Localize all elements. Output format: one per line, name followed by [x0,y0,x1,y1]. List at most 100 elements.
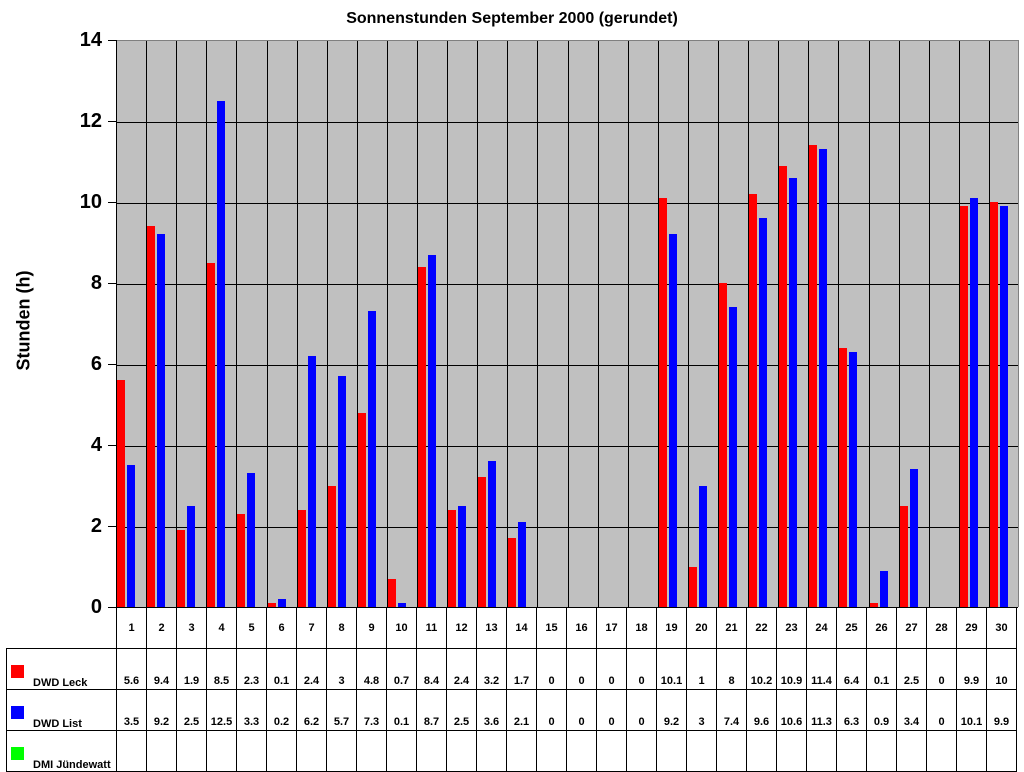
bar-dwd-leck [989,202,998,607]
table-cell: 0.9 [866,689,897,731]
bar-dwd-list [367,311,376,607]
table-header-day: 24 [806,607,837,649]
table-header-day: 26 [866,607,897,649]
table-cell: 0 [536,689,567,731]
y-tick-mark [108,283,116,284]
table-cell: 2.5 [176,689,207,731]
y-tick-mark [108,121,116,122]
gridline-vertical [176,41,178,607]
y-tick-label: 8 [90,272,102,294]
table-cell [476,730,507,772]
y-axis-line [116,40,117,607]
bar-dwd-leck [147,226,156,607]
table-cell: 0 [566,648,597,690]
bar-dwd-leck [959,206,968,607]
gridline-vertical [236,41,238,607]
bar-dwd-list [307,355,316,607]
table-cell: 0 [926,689,957,731]
bar-dwd-list [668,234,677,607]
table-cell: 0.1 [386,689,417,731]
bar-dwd-list [999,206,1008,607]
table-cell: 6.3 [836,689,867,731]
table-cell: 7.3 [356,689,387,731]
bar-dwd-list [789,177,798,607]
bar-dwd-list [458,505,467,607]
table-header-day: 25 [836,607,867,649]
table-header-day: 5 [236,607,267,649]
table-header-day: 21 [716,607,747,649]
table-cell: 10.2 [746,648,777,690]
table-cell [986,730,1017,772]
table-cell: 7.4 [716,689,747,731]
bar-dwd-list [488,461,497,607]
table-cell: 9.9 [956,648,987,690]
bar-dwd-list [879,570,888,607]
table-cell: 0 [626,648,657,690]
table-header-day: 1 [116,607,147,649]
gridline-vertical [627,41,629,607]
bar-dwd-list [247,473,256,607]
table-cell: 10.1 [656,648,687,690]
table-cell: 0 [566,689,597,731]
bar-dwd-leck [327,485,336,607]
table-cell: 3.6 [476,689,507,731]
table-cell [656,730,687,772]
table-cell [506,730,537,772]
bar-dwd-leck [177,530,186,607]
gridline-vertical [958,41,960,607]
gridline-vertical [567,41,569,607]
gridline-vertical [266,41,268,607]
gridline-vertical [537,41,539,607]
bar-dwd-leck [357,412,366,607]
gridline-vertical [417,41,418,607]
table-cell: 11.4 [806,648,837,690]
table-header-day: 20 [686,607,717,649]
legend-label: DWD Leck [33,677,88,689]
y-tick-label: 14 [79,29,102,51]
legend-key-icon [11,747,24,760]
table-cell: 5.7 [326,689,357,731]
table-cell: 8.4 [416,648,447,690]
table-cell: 3.3 [236,689,267,731]
bar-dwd-list [518,521,527,607]
bar-dwd-list [277,598,286,607]
gridline-vertical [597,41,599,607]
table-cell [446,730,477,772]
table-cell: 0 [626,689,657,731]
table-cell: 0 [536,648,567,690]
table-cell: 1 [686,648,717,690]
gridline-vertical [838,41,840,607]
y-tick-mark [108,40,116,41]
gridline-vertical [808,41,810,607]
table-header-day: 10 [386,607,417,649]
table-cell: 0 [596,689,627,731]
table-cell [686,730,717,772]
data-table: 1 2 3 4 5 6 7 8 9 10 11 12 13 14 15 16 17 18 19 20 21 22 23 24 2… [6,607,1017,772]
table-cell [896,730,927,772]
table-cell [326,730,357,772]
bar-dwd-leck [899,505,908,607]
table-cell: 12.5 [206,689,237,731]
bar-dwd-list [187,505,196,607]
legend-label: DMI Jündewatt [33,759,111,771]
table-cell: 9.2 [146,689,177,731]
table-cell [356,730,387,772]
table-cell: 2.3 [236,648,267,690]
y-tick-label: 12 [79,110,102,132]
bar-dwd-leck [448,509,457,607]
gridline-vertical [868,41,870,607]
table-header-day: 30 [986,607,1017,649]
table-cell [626,730,657,772]
table-header-day: 13 [476,607,507,649]
table-cell [266,730,297,772]
table-cell [176,730,207,772]
gridline-vertical [296,41,298,607]
bar-dwd-list [397,602,406,607]
gridline-vertical [928,41,930,607]
table-header-day: 14 [506,607,537,649]
table-cell: 2.1 [506,689,537,731]
table-cell [116,730,147,772]
table-header-day: 16 [566,607,597,649]
gridline-vertical [657,41,659,607]
table-cell: 9.4 [146,648,177,690]
